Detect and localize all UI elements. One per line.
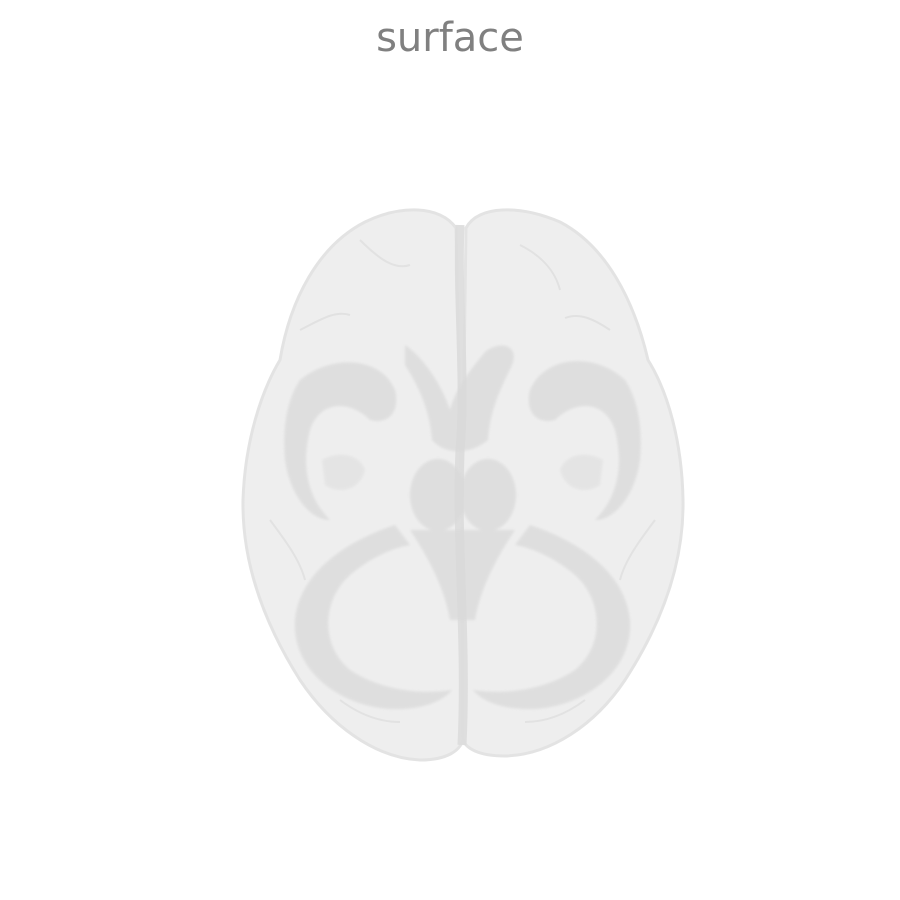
sulci-lines [269,239,656,723]
plot-title: surface [376,15,524,61]
inner-structures [284,345,641,710]
